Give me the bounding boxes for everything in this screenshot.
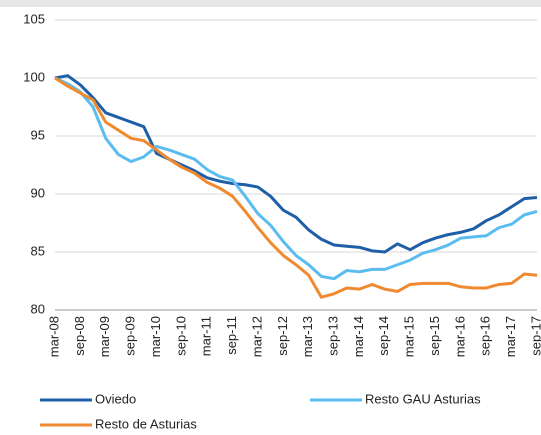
- y-tick-label: 95: [31, 127, 45, 142]
- top-bar: [0, 0, 541, 7]
- x-tick-label: mar-13: [300, 316, 315, 357]
- y-tick-label: 100: [23, 69, 45, 84]
- legend-label: Resto GAU Asturias: [365, 391, 481, 406]
- x-tick-label: mar-11: [199, 316, 214, 356]
- x-tick-label: sep-16: [478, 316, 493, 356]
- x-tick-label: sep-12: [275, 316, 290, 356]
- y-tick-label: 80: [31, 301, 45, 316]
- x-tick-label: mar-08: [46, 316, 61, 357]
- series-line: [54, 76, 538, 299]
- series-line: [54, 76, 538, 281]
- x-tick-label: sep-14: [376, 316, 391, 356]
- x-tick-label: sep-09: [123, 316, 138, 356]
- x-tick-label: mar-15: [402, 316, 417, 357]
- x-tick-label: mar-16: [452, 316, 467, 357]
- x-tick-label: mar-12: [249, 316, 264, 357]
- x-tick-label: sep-10: [173, 316, 188, 356]
- x-tick-label: sep-17: [528, 316, 541, 356]
- y-tick-label: 90: [31, 185, 45, 200]
- x-tick-label: sep-15: [427, 316, 442, 356]
- x-tick-label: sep-13: [325, 316, 340, 356]
- legend-label: Oviedo: [95, 391, 136, 406]
- x-tick-label: mar-17: [503, 316, 518, 357]
- series-line: [54, 74, 538, 254]
- x-tick-label: mar-09: [97, 316, 112, 357]
- x-tick-label: sep-08: [72, 316, 87, 356]
- x-tick-label: sep-11: [224, 316, 239, 355]
- y-tick-label: 85: [31, 243, 45, 258]
- x-tick-label: mar-10: [148, 316, 163, 357]
- x-tick-label: mar-14: [351, 316, 366, 357]
- legend-label: Resto de Asturias: [95, 416, 197, 431]
- y-tick-label: 105: [23, 11, 45, 26]
